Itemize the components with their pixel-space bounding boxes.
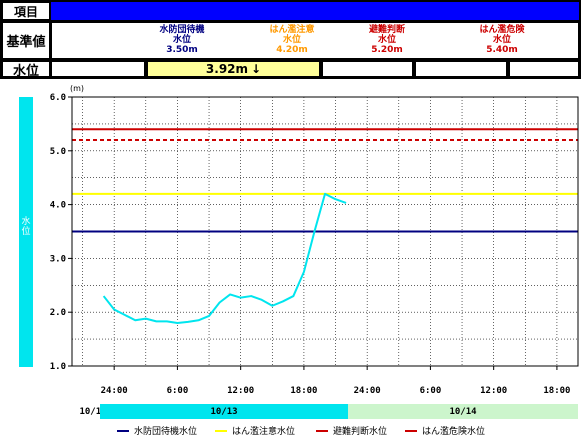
- x-tick-label: 24:00: [354, 386, 381, 396]
- x-tick-label: 12:00: [480, 386, 507, 396]
- standard-wait-sub: 水位: [172, 35, 191, 45]
- legend-label-caution: はん濫注意水位: [232, 427, 296, 437]
- side-bar-label: 水位: [21, 217, 31, 237]
- legend-swatch-danger: [405, 429, 417, 432]
- legend: 水防団待機水位 はん濫注意水位 避難判断水位 はん濫危険水位: [0, 424, 581, 437]
- standard-wait-value: 3.50m: [166, 45, 198, 55]
- standard-evac-name: 避難判断: [368, 25, 405, 35]
- standard-danger: はん濫危険 水位 5.40m: [457, 25, 547, 55]
- level-cell-3: [322, 61, 413, 77]
- date-10-12-label: 10/12: [79, 406, 107, 417]
- series-lines: [102, 192, 347, 324]
- water-level-side-bar: 水位: [19, 97, 33, 367]
- y-tick-labels: 1.0 2.0 3.0 4.0 5.0 6.0: [50, 93, 72, 372]
- standard-caution-sub: 水位: [282, 35, 301, 45]
- legend-label-wait: 水防団待機水位: [134, 427, 198, 437]
- y-tick-label: 1.0: [50, 362, 66, 372]
- y-tick-label: 5.0: [50, 147, 66, 157]
- legend-item-caution: はん濫注意水位: [215, 424, 295, 437]
- unit-label: (m): [70, 84, 84, 93]
- legend-label-evac: 避難判断水位: [333, 427, 388, 437]
- standard-wait: 水防団待機 水位 3.50m: [142, 25, 222, 55]
- date-10-14: 10/14: [348, 404, 578, 419]
- standard-evac: 避難判断 水位 5.20m: [347, 25, 427, 55]
- date-10-13: 10/13: [100, 404, 348, 419]
- standard-danger-sub: 水位: [492, 35, 511, 45]
- water-level-chart: 1.02.03.04.05.06.0 24:00 6:00 12:00 18:00 24…: [50, 84, 579, 396]
- standard-wait-name: 水防団待機: [159, 25, 205, 35]
- axes: [71, 96, 579, 367]
- standard-danger-name: はん濫危険: [479, 25, 525, 35]
- date-10-12: 10/12: [68, 404, 110, 419]
- plot-frame: [71, 96, 579, 367]
- legend-item-wait: 水防団待機水位: [117, 424, 197, 437]
- level-label: 水位: [2, 61, 50, 79]
- legend-item-evac: 避難判断水位: [316, 424, 387, 437]
- x-tick-label: 6:00: [167, 386, 189, 396]
- standard-danger-value: 5.40m: [486, 45, 518, 55]
- standard-evac-sub: 水位: [377, 35, 396, 45]
- reference-lines: [72, 128, 578, 233]
- standard-label: 基準値: [2, 22, 50, 59]
- y-tick-label: 3.0: [50, 254, 66, 264]
- y-tick-label: 4.0: [50, 201, 66, 211]
- x-tick-labels: 24:00 6:00 12:00 18:00 24:00 6:00 12:00 18:00: [101, 366, 570, 396]
- standards-row: 水防団待機 水位 3.50m はん濫注意 水位 4.20m 避難判断 水位 5.…: [51, 22, 579, 59]
- standard-caution: はん濫注意 水位 4.20m: [252, 25, 332, 55]
- level-cell-1: [51, 61, 145, 77]
- y-tick-label: 2.0: [50, 308, 66, 318]
- y-tick-label: 6.0: [50, 93, 66, 103]
- level-cell-4: [415, 61, 507, 77]
- x-tick-label: 6:00: [420, 386, 442, 396]
- x-tick-label: 18:00: [543, 386, 570, 396]
- item-label: 項目: [2, 2, 50, 20]
- x-tick-label: 24:00: [101, 386, 128, 396]
- legend-item-danger: はん濫危険水位: [405, 424, 485, 437]
- standard-evac-value: 5.20m: [371, 45, 403, 55]
- current-level-value: 3.92m: [205, 62, 249, 76]
- legend-label-danger: はん濫危険水位: [422, 427, 486, 437]
- legend-swatch-caution: [215, 429, 227, 432]
- current-level: 3.92m ↓: [147, 61, 320, 77]
- series-line: [102, 192, 347, 324]
- item-bar: [51, 2, 579, 20]
- standard-caution-name: はん濫注意: [269, 25, 315, 35]
- legend-swatch-wait: [117, 429, 129, 432]
- x-tick-label: 18:00: [290, 386, 317, 396]
- header-table: 項目 基準値 水防団待機 水位 3.50m はん濫注意 水位 4.20m 避難判…: [0, 0, 581, 79]
- down-arrow-icon: ↓: [251, 62, 262, 76]
- standard-caution-value: 4.20m: [276, 45, 308, 55]
- x-tick-label: 12:00: [227, 386, 254, 396]
- level-cell-5: [509, 61, 579, 77]
- legend-swatch-evac: [316, 429, 328, 432]
